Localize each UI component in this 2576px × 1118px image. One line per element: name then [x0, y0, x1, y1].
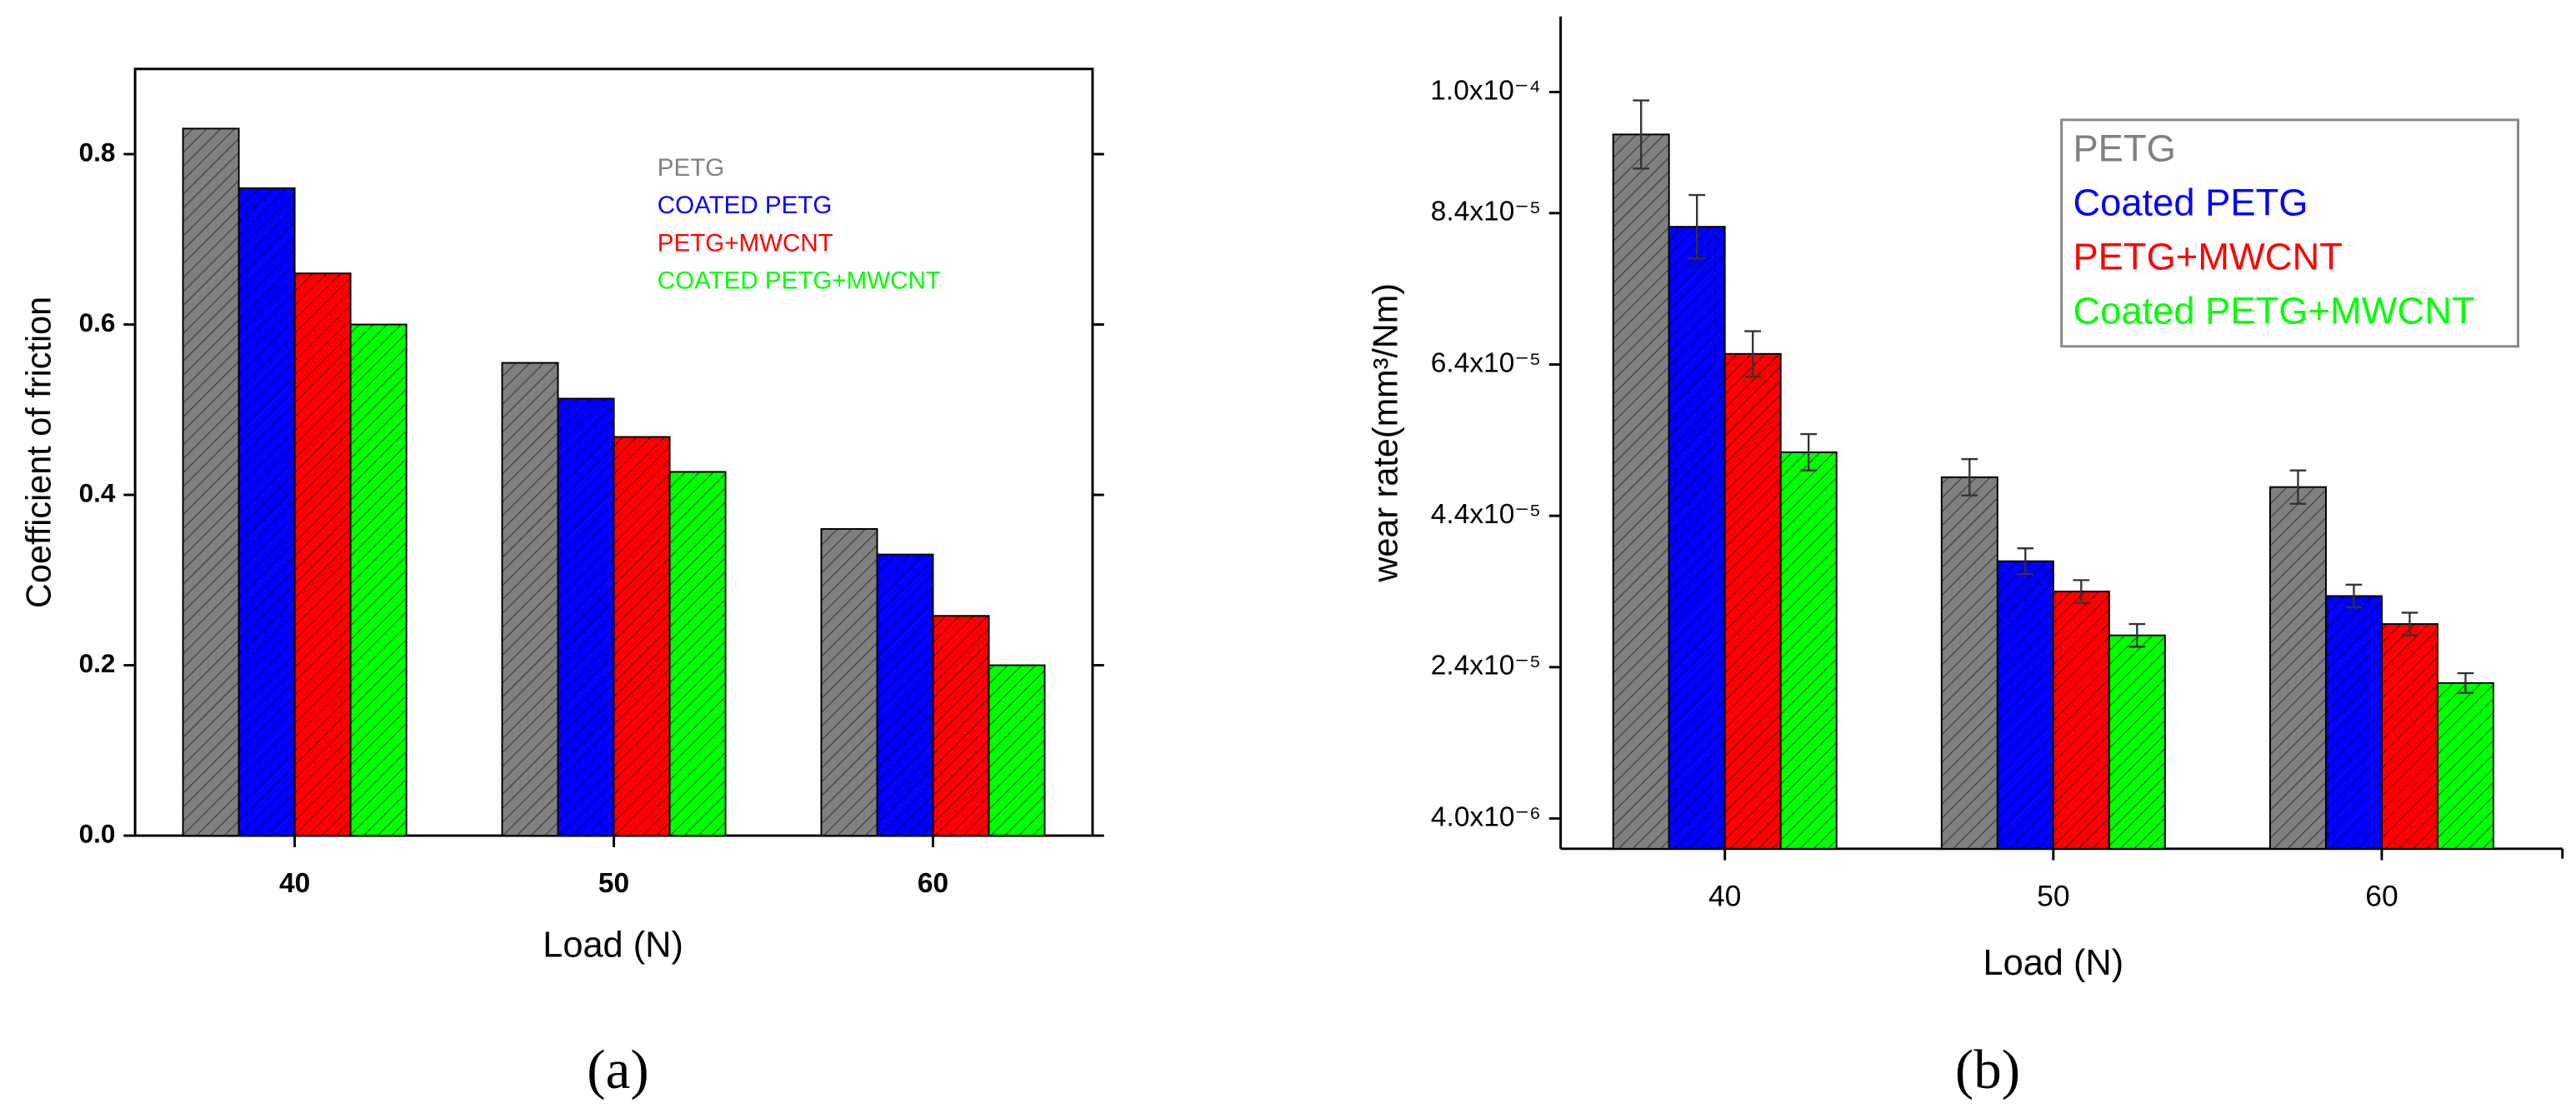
bar-hatch	[1613, 134, 1669, 849]
x-tick-label: 50	[2037, 879, 2069, 912]
legend-entry: Coated PETG	[2073, 181, 2308, 223]
error-bar	[2289, 469, 2307, 505]
legend-entry: PETG+MWCNT	[658, 229, 833, 257]
y-tick-label: 0.8	[79, 137, 116, 167]
x-axis-label: Load (N)	[1983, 943, 2123, 983]
y-tick-label: 4.0x10⁻⁶	[1431, 801, 1541, 832]
error-bar	[2401, 611, 2418, 636]
caption: (a)	[587, 1039, 648, 1101]
bar-hatch	[1941, 477, 1998, 849]
bar-hatch	[350, 324, 407, 836]
bar-hatch	[2053, 591, 2109, 849]
bar-hatch	[1724, 353, 1781, 849]
y-tick-label: 0.0	[79, 818, 116, 848]
bar-hatch	[1668, 227, 1725, 849]
bar-hatch	[2325, 596, 2382, 849]
y-tick-label: 0.6	[79, 307, 116, 337]
error-bar	[2345, 583, 2363, 609]
chart-panel: 0.0 0.2 0.4 0.6 0.8 40 50 60 PETG COATED PETG PETG…	[20, 67, 1104, 1101]
x-tick-label: 60	[918, 868, 948, 899]
bar-hatch	[294, 273, 351, 836]
bar-hatch	[183, 128, 239, 836]
bar-hatch	[2381, 624, 2438, 849]
bar-hatch	[1997, 561, 2053, 849]
error-bar	[1633, 99, 1650, 170]
error-bar	[1800, 432, 1818, 472]
bar-hatch	[2437, 682, 2493, 849]
bar-hatch	[2108, 635, 2165, 849]
y-tick-label: 1.0x10⁻⁴	[1430, 75, 1541, 106]
error-bar	[1688, 193, 1706, 260]
y-tick-label: 0.2	[79, 648, 116, 678]
bar-hatch	[821, 528, 878, 836]
legend-entry: PETG	[2073, 127, 2175, 169]
legend-entry: PETG	[658, 154, 724, 182]
error-bar	[2073, 579, 2090, 604]
legend-entry: COATED PETG+MWCNT	[658, 267, 941, 295]
bar-hatch	[933, 616, 989, 836]
y-axis-label: Coefficient of friction	[20, 297, 58, 608]
bar-hatch	[613, 437, 670, 836]
x-tick-label: 40	[279, 868, 310, 899]
y-tick-label: 4.4x10⁻⁵	[1431, 499, 1541, 530]
bar-hatch	[877, 554, 933, 836]
x-tick-label: 60	[2365, 879, 2398, 912]
x-tick-label: 50	[598, 868, 629, 899]
legend-entry: PETG+MWCNT	[2073, 235, 2342, 277]
x-tick-label: 40	[1708, 879, 1741, 912]
bar-hatch	[238, 187, 295, 836]
x-axis-label: Load (N)	[543, 926, 683, 966]
y-axis-label: wear rate(mm³/Nm)	[1367, 283, 1405, 583]
y-tick-label: 8.4x10⁻⁵	[1431, 197, 1541, 227]
error-bar	[2017, 547, 2034, 576]
error-bar	[1961, 457, 1978, 497]
bar-hatch	[502, 362, 558, 836]
error-bar	[2457, 671, 2474, 694]
legend-entry: COATED PETG	[658, 192, 833, 219]
bar-hatch	[2269, 487, 2326, 849]
caption: (b)	[1955, 1039, 2020, 1101]
bar-hatch	[988, 665, 1045, 836]
y-tick-label: 0.4	[79, 477, 116, 507]
error-bar	[1744, 330, 1762, 378]
y-tick-label: 6.4x10⁻⁵	[1431, 347, 1541, 378]
legend-box	[2060, 118, 2519, 348]
error-bar	[2128, 622, 2146, 648]
chart-panel: 4.0x10⁻⁶ 2.4x10⁻⁵ 4.4x10⁻⁵ 6.4x10⁻⁵ 8.4x10⁻⁵…	[1367, 16, 2564, 1101]
bar-hatch	[1780, 452, 1837, 849]
legend-entry: Coated PETG+MWCNT	[2073, 289, 2474, 332]
bar-hatch	[558, 398, 614, 836]
bar-hatch	[669, 472, 726, 836]
y-tick-label: 2.4x10⁻⁵	[1431, 651, 1541, 681]
